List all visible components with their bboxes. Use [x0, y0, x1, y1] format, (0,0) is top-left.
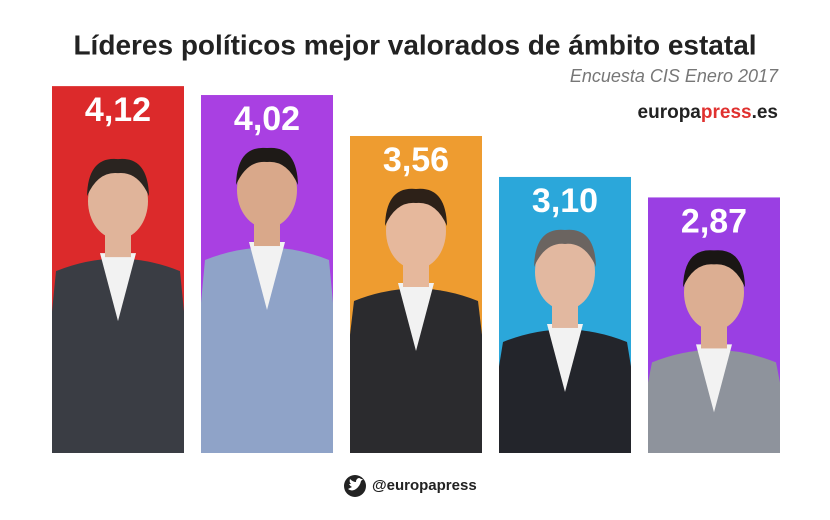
value-label: 4,12: [85, 91, 151, 129]
face: [386, 192, 446, 269]
portrait: [350, 188, 482, 453]
portrait: [499, 229, 631, 453]
value-label: 3,10: [532, 182, 598, 220]
portrait: [648, 250, 780, 453]
face: [88, 163, 148, 240]
brand-part: .es: [752, 102, 778, 123]
portrait: [52, 158, 184, 453]
footer-handle: @europapress: [372, 477, 477, 494]
value-label: 3,56: [383, 141, 449, 179]
torso: [350, 288, 482, 453]
hair: [87, 158, 149, 197]
chart-subtitle: Encuesta CIS Enero 2017: [570, 66, 779, 86]
portrait: [201, 147, 333, 453]
hair: [534, 229, 596, 267]
twitter-icon: [344, 475, 366, 497]
hair: [683, 250, 745, 288]
torso: [52, 258, 184, 453]
collar: [398, 282, 434, 351]
collar: [100, 253, 136, 322]
collar: [249, 242, 285, 311]
collar: [547, 323, 583, 392]
hair: [385, 188, 447, 226]
chart-title: Líderes políticos mejor valorados de ámb…: [73, 29, 756, 60]
value-label: 2,87: [681, 202, 747, 240]
face: [684, 254, 744, 331]
brand-part: press: [701, 102, 752, 123]
brand: europapress.es: [638, 102, 778, 123]
torso: [201, 247, 333, 453]
collar: [696, 344, 732, 413]
brand-part: europa: [638, 102, 702, 123]
hair: [236, 147, 298, 186]
face: [237, 152, 297, 229]
value-label: 4,02: [234, 100, 300, 138]
face: [535, 233, 595, 310]
